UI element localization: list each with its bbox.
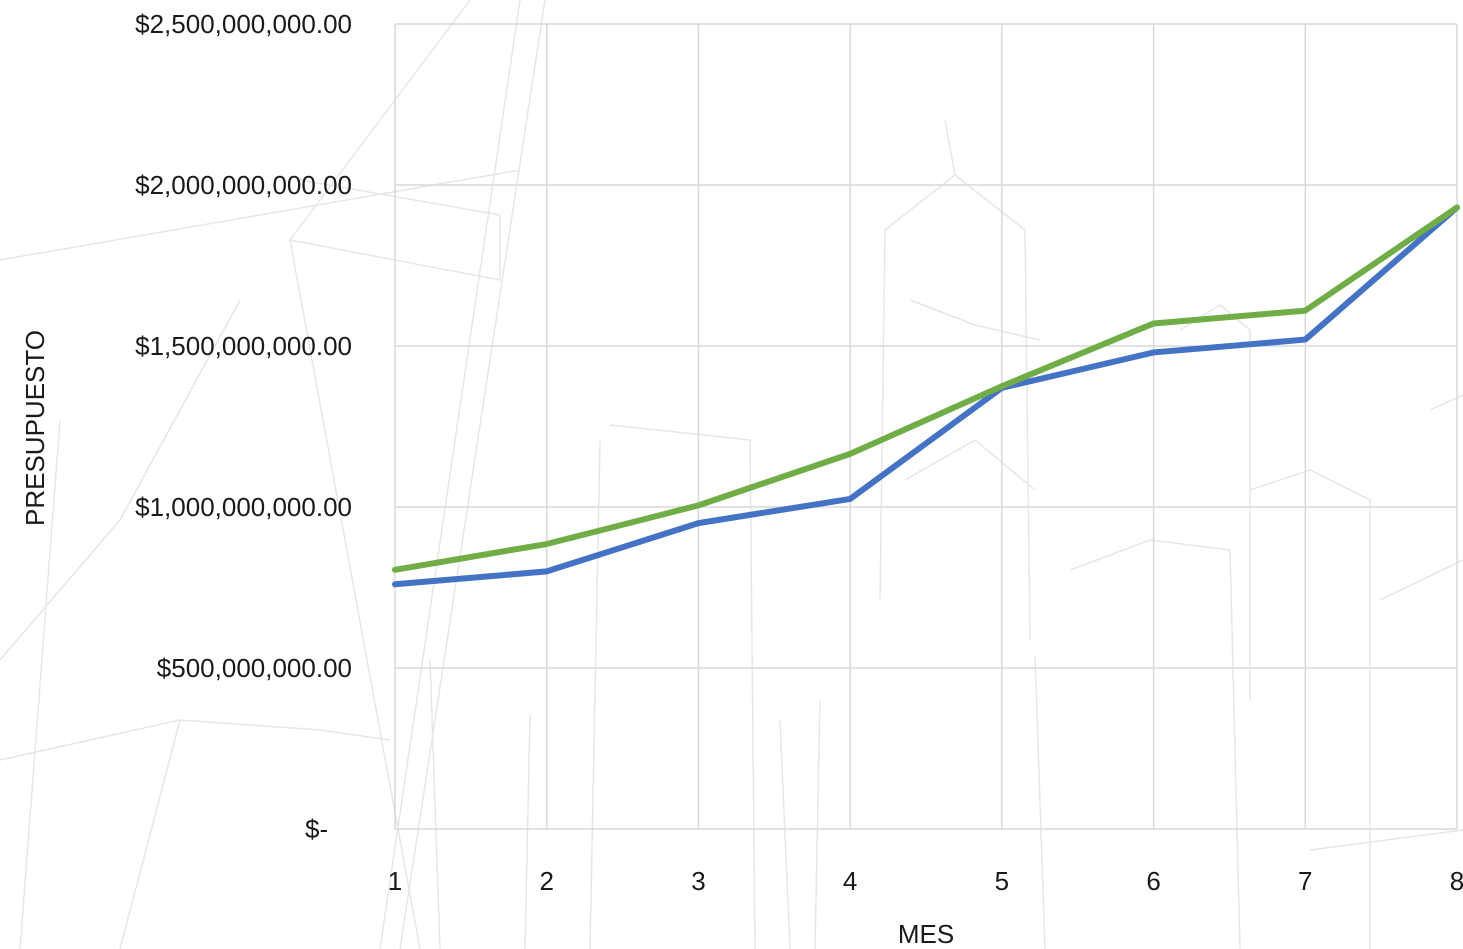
x-axis-label: MES bbox=[898, 919, 954, 949]
y-tick-label-4: $2,000,000,000.00 bbox=[135, 170, 352, 200]
grid-lines bbox=[394, 23, 1458, 830]
y-axis-ticks: $- $500,000,000.00 $1,000,000,000.00 $1,500… bbox=[135, 9, 352, 844]
y-tick-label-5: $2,500,000,000.00 bbox=[135, 9, 352, 39]
x-tick-label-5: 6 bbox=[1146, 866, 1160, 896]
y-tick-label-3: $1,500,000,000.00 bbox=[135, 331, 352, 361]
x-tick-label-3: 4 bbox=[843, 866, 857, 896]
series-line-1 bbox=[392, 204, 1460, 573]
x-tick-label-1: 2 bbox=[539, 866, 553, 896]
y-tick-label-1: $500,000,000.00 bbox=[157, 653, 352, 683]
series-group bbox=[392, 204, 1460, 588]
series-line-0 bbox=[392, 204, 1460, 588]
y-tick-label-0: $- bbox=[305, 814, 328, 844]
x-tick-label-0: 1 bbox=[388, 866, 402, 896]
y-axis-label: PRESUPUESTO bbox=[20, 330, 50, 526]
x-axis-ticks: 1 2 3 4 5 6 7 8 bbox=[388, 866, 1463, 896]
x-tick-label-6: 7 bbox=[1298, 866, 1312, 896]
x-tick-label-4: 5 bbox=[995, 866, 1009, 896]
x-tick-label-7: 8 bbox=[1450, 866, 1463, 896]
x-tick-label-2: 3 bbox=[691, 866, 705, 896]
y-tick-label-2: $1,000,000,000.00 bbox=[135, 492, 352, 522]
